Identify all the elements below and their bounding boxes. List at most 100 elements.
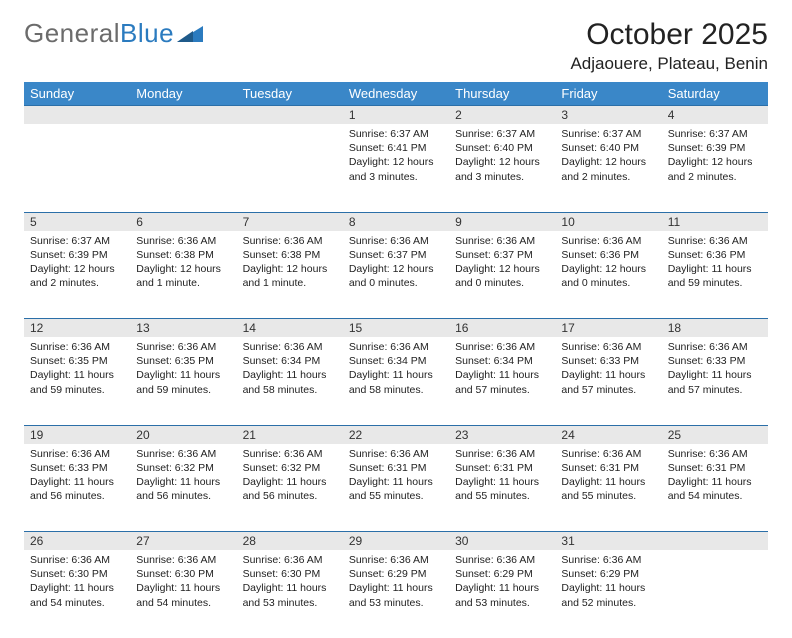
daylight-text: Daylight: 12 hours and 0 minutes. (561, 262, 655, 290)
day-number-cell (237, 106, 343, 125)
sunset-text: Sunset: 6:30 PM (243, 567, 337, 581)
day-cell: Sunrise: 6:36 AMSunset: 6:29 PMDaylight:… (449, 550, 555, 638)
sunrise-text: Sunrise: 6:36 AM (243, 340, 337, 354)
sunrise-text: Sunrise: 6:36 AM (243, 234, 337, 248)
day-number-cell: 2 (449, 106, 555, 125)
day-number-cell: 6 (130, 212, 236, 231)
daylight-text: Daylight: 11 hours and 56 minutes. (30, 475, 124, 503)
sunrise-text: Sunrise: 6:36 AM (455, 553, 549, 567)
day-cell: Sunrise: 6:36 AMSunset: 6:36 PMDaylight:… (662, 231, 768, 319)
day-number: 7 (237, 213, 343, 231)
sunset-text: Sunset: 6:40 PM (455, 141, 549, 155)
sunrise-text: Sunrise: 6:37 AM (455, 127, 549, 141)
sunrise-text: Sunrise: 6:36 AM (349, 553, 443, 567)
day-cell: Sunrise: 6:36 AMSunset: 6:38 PMDaylight:… (237, 231, 343, 319)
sunrise-text: Sunrise: 6:36 AM (455, 340, 549, 354)
day-header: Tuesday (237, 82, 343, 106)
day-cell: Sunrise: 6:36 AMSunset: 6:36 PMDaylight:… (555, 231, 661, 319)
day-cell: Sunrise: 6:36 AMSunset: 6:35 PMDaylight:… (24, 337, 130, 425)
day-header: Wednesday (343, 82, 449, 106)
day-cell (237, 124, 343, 212)
sunset-text: Sunset: 6:29 PM (561, 567, 655, 581)
day-details: Sunrise: 6:36 AMSunset: 6:36 PMDaylight:… (662, 231, 768, 295)
month-title: October 2025 (570, 18, 768, 52)
sunset-text: Sunset: 6:30 PM (136, 567, 230, 581)
day-number-cell: 31 (555, 532, 661, 551)
day-details: Sunrise: 6:36 AMSunset: 6:30 PMDaylight:… (130, 550, 236, 614)
day-number-cell: 28 (237, 532, 343, 551)
sunset-text: Sunset: 6:36 PM (668, 248, 762, 262)
day-number-row: 567891011 (24, 212, 768, 231)
day-details: Sunrise: 6:36 AMSunset: 6:29 PMDaylight:… (555, 550, 661, 614)
day-content-row: Sunrise: 6:37 AMSunset: 6:39 PMDaylight:… (24, 231, 768, 319)
daylight-text: Daylight: 11 hours and 58 minutes. (243, 368, 337, 396)
logo-text-blue: Blue (120, 18, 174, 49)
day-number: 10 (555, 213, 661, 231)
sunrise-text: Sunrise: 6:36 AM (349, 340, 443, 354)
sunset-text: Sunset: 6:38 PM (136, 248, 230, 262)
day-number: 15 (343, 319, 449, 337)
sunrise-text: Sunrise: 6:36 AM (349, 234, 443, 248)
daylight-text: Daylight: 12 hours and 1 minute. (136, 262, 230, 290)
daylight-text: Daylight: 11 hours and 59 minutes. (668, 262, 762, 290)
day-details: Sunrise: 6:36 AMSunset: 6:33 PMDaylight:… (662, 337, 768, 401)
calendar-table: Sunday Monday Tuesday Wednesday Thursday… (24, 82, 768, 638)
day-number: 23 (449, 426, 555, 444)
day-number: 22 (343, 426, 449, 444)
day-details: Sunrise: 6:36 AMSunset: 6:35 PMDaylight:… (24, 337, 130, 401)
daylight-text: Daylight: 11 hours and 57 minutes. (668, 368, 762, 396)
sunrise-text: Sunrise: 6:36 AM (561, 447, 655, 461)
day-cell: Sunrise: 6:36 AMSunset: 6:37 PMDaylight:… (449, 231, 555, 319)
day-cell: Sunrise: 6:36 AMSunset: 6:33 PMDaylight:… (24, 444, 130, 532)
day-details: Sunrise: 6:36 AMSunset: 6:29 PMDaylight:… (449, 550, 555, 614)
sunrise-text: Sunrise: 6:37 AM (30, 234, 124, 248)
daylight-text: Daylight: 11 hours and 52 minutes. (561, 581, 655, 609)
day-number-cell: 14 (237, 319, 343, 338)
day-number: 26 (24, 532, 130, 550)
day-details: Sunrise: 6:37 AMSunset: 6:41 PMDaylight:… (343, 124, 449, 188)
day-cell: Sunrise: 6:36 AMSunset: 6:31 PMDaylight:… (343, 444, 449, 532)
day-number: 2 (449, 106, 555, 124)
day-cell: Sunrise: 6:36 AMSunset: 6:33 PMDaylight:… (662, 337, 768, 425)
day-number: 30 (449, 532, 555, 550)
day-number-cell: 13 (130, 319, 236, 338)
day-cell: Sunrise: 6:36 AMSunset: 6:30 PMDaylight:… (237, 550, 343, 638)
day-number: 12 (24, 319, 130, 337)
sunrise-text: Sunrise: 6:36 AM (30, 553, 124, 567)
day-details: Sunrise: 6:36 AMSunset: 6:31 PMDaylight:… (662, 444, 768, 508)
day-cell: Sunrise: 6:36 AMSunset: 6:31 PMDaylight:… (662, 444, 768, 532)
daylight-text: Daylight: 12 hours and 0 minutes. (455, 262, 549, 290)
day-number-cell: 20 (130, 425, 236, 444)
day-number-cell: 4 (662, 106, 768, 125)
day-details: Sunrise: 6:36 AMSunset: 6:37 PMDaylight:… (343, 231, 449, 295)
day-cell (24, 124, 130, 212)
day-cell (130, 124, 236, 212)
day-number-cell: 19 (24, 425, 130, 444)
sunrise-text: Sunrise: 6:36 AM (455, 447, 549, 461)
day-details: Sunrise: 6:37 AMSunset: 6:39 PMDaylight:… (24, 231, 130, 295)
day-number: 17 (555, 319, 661, 337)
sunrise-text: Sunrise: 6:36 AM (668, 234, 762, 248)
day-number-cell: 26 (24, 532, 130, 551)
daylight-text: Daylight: 11 hours and 59 minutes. (136, 368, 230, 396)
day-header: Thursday (449, 82, 555, 106)
day-number-cell: 8 (343, 212, 449, 231)
sunset-text: Sunset: 6:38 PM (243, 248, 337, 262)
daylight-text: Daylight: 11 hours and 57 minutes. (561, 368, 655, 396)
day-number: 28 (237, 532, 343, 550)
day-number: 24 (555, 426, 661, 444)
day-number: 1 (343, 106, 449, 124)
day-number-cell: 23 (449, 425, 555, 444)
daylight-text: Daylight: 11 hours and 58 minutes. (349, 368, 443, 396)
day-details: Sunrise: 6:36 AMSunset: 6:33 PMDaylight:… (555, 337, 661, 401)
sunrise-text: Sunrise: 6:36 AM (136, 553, 230, 567)
sunset-text: Sunset: 6:29 PM (455, 567, 549, 581)
day-cell: Sunrise: 6:36 AMSunset: 6:31 PMDaylight:… (449, 444, 555, 532)
day-number-row: 12131415161718 (24, 319, 768, 338)
day-cell: Sunrise: 6:36 AMSunset: 6:34 PMDaylight:… (237, 337, 343, 425)
day-cell: Sunrise: 6:36 AMSunset: 6:37 PMDaylight:… (343, 231, 449, 319)
day-header: Monday (130, 82, 236, 106)
sunset-text: Sunset: 6:34 PM (455, 354, 549, 368)
day-details: Sunrise: 6:37 AMSunset: 6:40 PMDaylight:… (555, 124, 661, 188)
day-details: Sunrise: 6:36 AMSunset: 6:29 PMDaylight:… (343, 550, 449, 614)
